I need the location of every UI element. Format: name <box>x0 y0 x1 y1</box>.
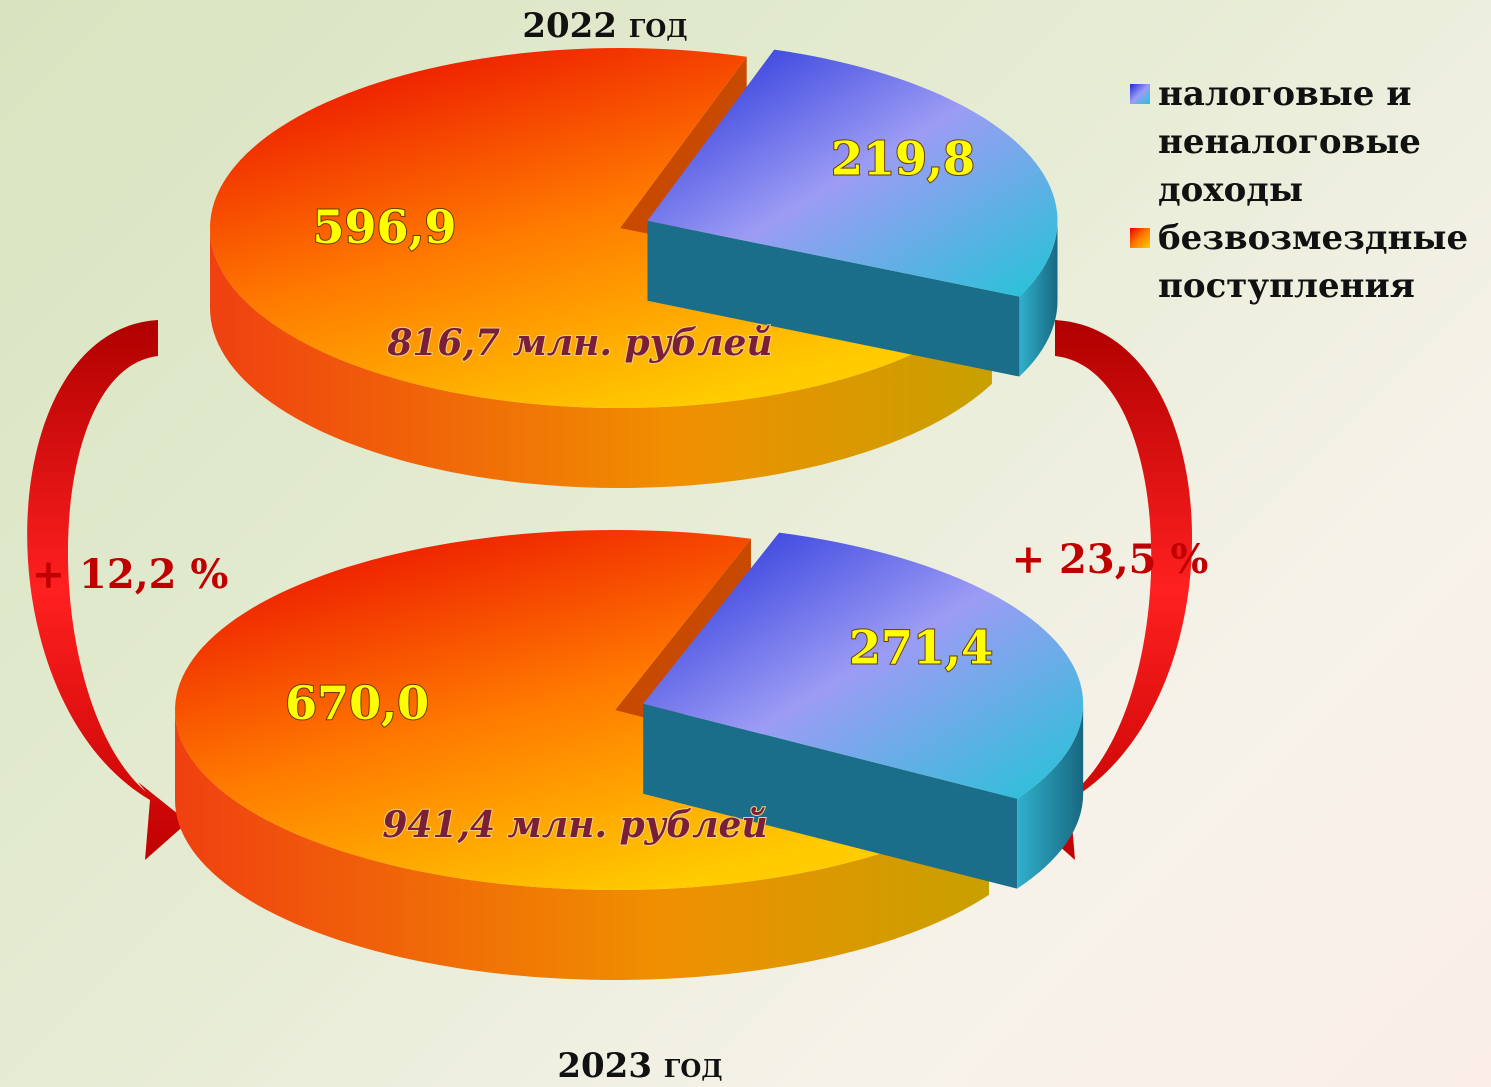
value-label: 670,0 <box>285 676 429 730</box>
legend: налоговые и неналоговые доходы безвозмезд… <box>1130 70 1480 310</box>
value-label: 271,4 <box>849 621 993 675</box>
slice-side <box>1019 220 1058 377</box>
legend-label: налоговые и неналоговые доходы <box>1158 74 1421 210</box>
growth-label: + 12,2 % <box>32 551 229 598</box>
slice-side <box>647 220 1020 377</box>
slice-side <box>1017 703 1084 889</box>
slice-side <box>210 228 992 488</box>
chart-title: 2023 год <box>557 1046 722 1086</box>
legend-item: налоговые и неналоговые доходы <box>1130 70 1480 214</box>
legend-marker <box>1130 84 1150 104</box>
total-label: 941,4 млн. рублей <box>382 804 767 846</box>
legend-marker <box>1130 228 1150 248</box>
value-label: 219,8 <box>831 132 975 186</box>
chart-title: 2022 год <box>522 6 687 46</box>
legend-item: безвозмездные поступления <box>1130 214 1480 310</box>
slice <box>647 49 1058 297</box>
arrow <box>1032 320 1193 860</box>
arrow <box>27 320 188 860</box>
total-label: 816,7 млн. рублей <box>386 322 772 364</box>
value-label: 596,9 <box>312 200 456 254</box>
slice-side <box>643 703 1018 889</box>
growth-label: + 23,5 % <box>1012 536 1209 583</box>
slice <box>643 532 1084 799</box>
legend-label: безвозмездные поступления <box>1158 218 1469 306</box>
slice-side <box>175 710 990 980</box>
